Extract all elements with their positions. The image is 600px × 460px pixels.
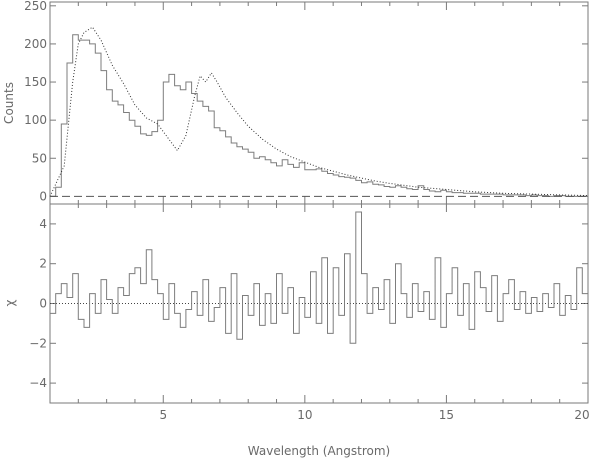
x-axis-label: Wavelength (Angstrom) [248, 444, 390, 458]
spectrum-panel-frame [49, 1, 589, 205]
x-tick-label: 15 [439, 408, 454, 422]
residuals-panel-frame [49, 203, 589, 404]
residuals-y-tick-label: −2 [29, 336, 47, 350]
x-tick-label: 10 [297, 408, 312, 422]
spectrum-panel: 0 50 100 150 200 250 Counts [2, 0, 589, 205]
spectrum-y-tick-label: 150 [24, 75, 47, 89]
residuals-y-tick-label: 0 [39, 297, 47, 311]
spectrum-y-tick-label: 50 [32, 151, 47, 165]
residuals-data-histogram [50, 211, 588, 344]
spectrum-model-curve [49, 26, 589, 197]
residuals-y-tick-label: 2 [39, 257, 47, 271]
residuals-y-axis-label: χ [3, 299, 17, 306]
spectrum-y-axis-label: Counts [2, 82, 16, 124]
x-tick-label: 5 [159, 408, 167, 422]
spectrum-y-tick-label: 100 [24, 113, 47, 127]
spectrum-y-tick-label: 200 [24, 37, 47, 51]
x-tick-label: 20 [574, 408, 589, 422]
spectrum-data-histogram [50, 34, 588, 197]
residuals-y-tick-label: 4 [39, 217, 47, 231]
residuals-y-tick-label: −4 [29, 376, 47, 390]
residuals-panel: −4 −2 0 2 4 5 10 15 20 χ Wavelength (Angstrom) [3, 203, 590, 458]
spectrum-y-tick-label: 0 [39, 189, 47, 203]
spectrum-y-tick-label: 250 [24, 0, 47, 13]
